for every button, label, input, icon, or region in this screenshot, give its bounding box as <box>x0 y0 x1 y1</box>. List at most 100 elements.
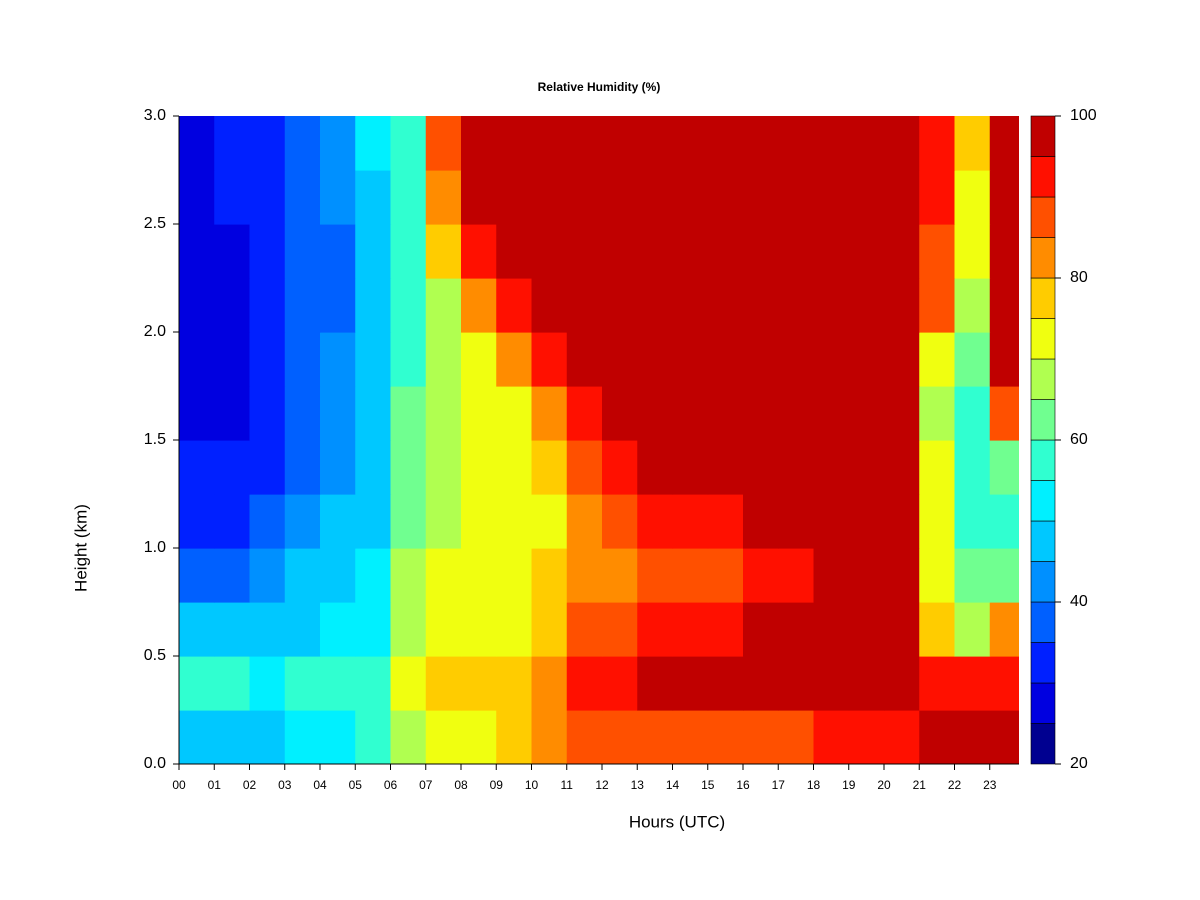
contour-cell <box>284 440 321 495</box>
contour-cell <box>601 602 638 657</box>
contour-cell <box>989 332 1019 387</box>
contour-cell <box>319 710 356 764</box>
contour-cell <box>460 602 497 657</box>
y-tick-label: 3.0 <box>144 107 166 124</box>
contour-cell <box>425 116 462 171</box>
contour-cell <box>390 710 427 764</box>
contour-cell <box>249 386 286 441</box>
contour-cell <box>954 494 991 549</box>
contour-cell <box>778 332 815 387</box>
contour-cell <box>214 278 251 333</box>
contour-cell <box>390 332 427 387</box>
colorbar-band <box>1030 318 1056 360</box>
contour-cell <box>672 440 709 495</box>
contour-cell <box>707 116 744 171</box>
contour-cell <box>496 278 533 333</box>
contour-cell <box>179 656 215 711</box>
contour-cell <box>566 278 603 333</box>
x-tick-label: 06 <box>384 778 398 792</box>
contour-cell <box>390 170 427 225</box>
contour-cell <box>919 710 956 764</box>
colorbar-band <box>1030 358 1056 400</box>
contour-cell <box>179 494 215 549</box>
contour-cell <box>672 656 709 711</box>
x-tick-label: 17 <box>772 778 786 792</box>
contour-cell <box>742 386 779 441</box>
contour-cell <box>672 710 709 764</box>
contour-cell <box>778 494 815 549</box>
contour-cell <box>601 548 638 603</box>
plot-area <box>179 116 1019 764</box>
contour-cell <box>954 548 991 603</box>
contour-cell <box>531 548 568 603</box>
colorbar-tick-label: 60 <box>1070 431 1088 448</box>
contour-cell <box>460 656 497 711</box>
colorbar-band <box>1030 520 1056 562</box>
contour-cell <box>566 170 603 225</box>
contour-cell <box>813 440 850 495</box>
contour-cell <box>637 494 674 549</box>
contour-cell <box>284 548 321 603</box>
contour-cell <box>742 710 779 764</box>
contour-cell <box>989 170 1019 225</box>
contour-cell <box>319 386 356 441</box>
contour-cell <box>566 116 603 171</box>
contour-cell <box>319 116 356 171</box>
contour-cell <box>637 440 674 495</box>
contour-cell <box>531 116 568 171</box>
contour-cell <box>496 710 533 764</box>
x-tick-label: 08 <box>454 778 468 792</box>
contour-cell <box>425 710 462 764</box>
y-tick-label: 1.0 <box>144 539 166 556</box>
contour-cell <box>637 656 674 711</box>
contour-cell <box>425 440 462 495</box>
contour-cell <box>883 170 920 225</box>
contour-cell <box>566 224 603 279</box>
contour-cell <box>531 278 568 333</box>
contour-cell <box>813 710 850 764</box>
contour-cell <box>566 440 603 495</box>
contour-cell <box>319 548 356 603</box>
contour-cell <box>989 602 1019 657</box>
contour-cell <box>813 548 850 603</box>
contour-cell <box>355 602 392 657</box>
contour-cell <box>249 278 286 333</box>
contour-cell <box>425 656 462 711</box>
contour-cell <box>672 494 709 549</box>
contour-cell <box>284 224 321 279</box>
y-tick-label: 0.5 <box>144 647 166 664</box>
contour-cell <box>214 440 251 495</box>
contour-cell <box>989 548 1019 603</box>
contour-cell <box>425 386 462 441</box>
contour-cell <box>601 116 638 171</box>
contour-cell <box>319 278 356 333</box>
contour-cell <box>355 548 392 603</box>
contour-cell <box>214 656 251 711</box>
contour-cell <box>813 656 850 711</box>
contour-cell <box>531 602 568 657</box>
contour-cell <box>954 602 991 657</box>
contour-cell <box>883 656 920 711</box>
contour-cell <box>813 494 850 549</box>
contour-cell <box>919 332 956 387</box>
x-tick-label: 04 <box>313 778 327 792</box>
contour-cell <box>531 386 568 441</box>
contour-cell <box>707 548 744 603</box>
y-tick-label: 1.5 <box>144 431 166 448</box>
contour-cell <box>601 440 638 495</box>
contour-cell <box>919 494 956 549</box>
contour-cell <box>355 278 392 333</box>
contour-cell <box>637 386 674 441</box>
contour-cell <box>848 494 885 549</box>
contour-cell <box>460 170 497 225</box>
contour-cell <box>778 170 815 225</box>
contour-cell <box>989 224 1019 279</box>
contour-cell <box>601 656 638 711</box>
contour-cell <box>601 224 638 279</box>
contour-cell <box>778 116 815 171</box>
colorbar-tick-label: 80 <box>1070 269 1088 286</box>
contour-cell <box>390 656 427 711</box>
contour-cell <box>425 224 462 279</box>
contour-cell <box>249 332 286 387</box>
contour-cell <box>954 440 991 495</box>
